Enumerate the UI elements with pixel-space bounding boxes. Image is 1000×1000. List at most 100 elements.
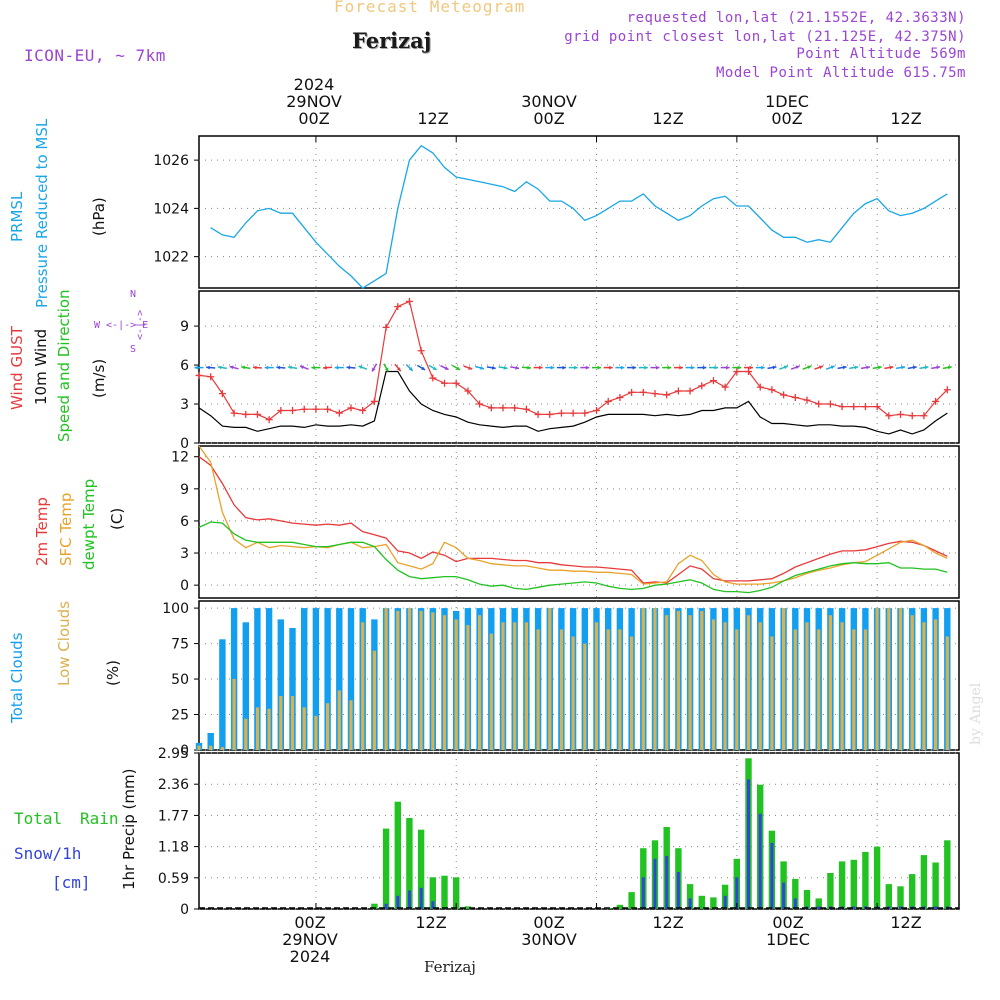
gust-marker <box>265 416 273 424</box>
wind-direction-arrowhead <box>241 365 246 370</box>
low-cloud-bar <box>700 610 704 750</box>
top-time-label-1: 12Z <box>417 109 449 128</box>
wind-direction-arrowhead <box>300 365 304 370</box>
low-cloud-bar <box>197 745 201 750</box>
wind-direction-arrowhead <box>456 366 461 370</box>
compass-s: S <box>130 344 137 355</box>
low-cloud-bar <box>746 615 751 750</box>
precip-rain-bar <box>758 813 762 909</box>
gust-marker <box>838 403 846 411</box>
gust-marker <box>780 391 788 399</box>
wind-direction-arrowhead <box>491 365 496 370</box>
gust-marker <box>546 410 554 418</box>
gust-marker <box>873 403 881 411</box>
wind-direction-arrowhead <box>550 365 555 370</box>
low-cloud-bar <box>220 747 224 750</box>
gust-marker <box>721 383 729 391</box>
low-cloud-bar <box>583 643 587 750</box>
low-cloud-bar <box>934 619 938 750</box>
gust-marker <box>593 407 601 415</box>
total-cloud-bar <box>324 608 331 750</box>
precip-total-bar <box>909 874 916 909</box>
wind-direction-arrowhead <box>714 365 718 370</box>
temperature-ytick-label: 0 <box>180 578 189 594</box>
gust-marker <box>698 382 706 390</box>
compass-we: W <-|-> E <box>94 320 149 331</box>
precip-total-bar <box>827 873 834 909</box>
requested-coordinates: requested lon,lat (21.1552E, 42.3633N) <box>626 10 966 26</box>
low-cloud-bar <box>442 615 447 750</box>
low-cloud-bar <box>478 615 482 750</box>
model-label: ICON-EU, ~ 7km <box>24 46 166 65</box>
gust-marker <box>616 394 624 402</box>
gust-marker <box>347 404 355 412</box>
gust-marker <box>277 407 285 415</box>
total-cloud-bar <box>254 608 261 750</box>
clouds-ytick-label: 75 <box>171 637 189 653</box>
precip-total-label: Total <box>14 809 63 828</box>
gust-marker <box>745 368 753 376</box>
precip-total-bar <box>453 877 460 909</box>
precip-total-bar <box>873 846 881 909</box>
low-cloud-bar <box>279 696 283 750</box>
gust-marker <box>803 396 811 404</box>
precip-ytick-label: 0.59 <box>158 871 189 887</box>
wind-direction-arrowhead <box>830 365 835 370</box>
top-time-label-3: 12Z <box>652 109 684 128</box>
gust-marker <box>300 405 308 413</box>
gust-marker <box>476 400 484 408</box>
low-cloud-bar <box>326 703 330 750</box>
precip-rain-bar <box>665 856 669 909</box>
gust-marker <box>464 387 472 395</box>
wind-direction-arrowhead <box>947 365 952 370</box>
total-cloud-bar <box>277 619 284 750</box>
precip-total-bar <box>417 829 425 909</box>
wind-direction-arrowhead <box>432 366 437 370</box>
wind-direction-arrowhead <box>877 365 882 370</box>
precip-cm-label: [cm] <box>52 873 91 892</box>
temperature-ytick-label: 6 <box>180 514 189 530</box>
compass-n: N <box>130 289 137 300</box>
gust-marker <box>920 412 928 420</box>
wind-direction-arrowhead <box>761 365 765 370</box>
wind-direction-arrowhead <box>901 365 905 370</box>
wind-direction-arrowhead <box>218 365 222 370</box>
gust-marker <box>686 387 694 395</box>
precip-rain-bar <box>431 901 435 909</box>
wind-direction-arrowhead <box>667 365 672 370</box>
precip-total-bar <box>698 895 705 909</box>
low-cloud-bar <box>676 610 680 750</box>
precip-total-bar <box>920 855 928 909</box>
precip-total-bar <box>394 801 401 909</box>
gust-marker <box>253 410 261 418</box>
low-cloud-bar <box>641 608 645 750</box>
wind-direction-arrowhead <box>288 365 292 370</box>
gust-marker <box>335 409 343 417</box>
low-cloud-bar <box>372 650 376 750</box>
gust-marker <box>768 386 776 394</box>
gust-marker <box>674 387 682 395</box>
precip-total-bar <box>838 861 846 909</box>
bottom-time-label-0: 00Z 29NOV 2024 <box>282 913 338 966</box>
sfc-temp-line <box>198 445 948 585</box>
gust-marker <box>791 394 799 402</box>
low-cloud-bar <box>302 707 306 750</box>
low-cloud-bar <box>536 629 540 750</box>
total-cloud-bar <box>265 608 273 750</box>
precip-rain-bar <box>641 877 645 909</box>
gust-marker <box>441 379 449 387</box>
low-cloud-bar <box>887 608 891 750</box>
low-cloud-bar <box>361 622 365 750</box>
low-cloud-bar <box>559 629 564 750</box>
precip-ytick-label: 0 <box>180 902 189 918</box>
gust-marker <box>429 374 437 382</box>
precip-rain-bar <box>419 887 423 909</box>
precip-total-bar <box>850 859 857 909</box>
bottom-time-label-2: 00Z 30NOV <box>521 913 577 949</box>
low-cloud-bar <box>828 615 832 750</box>
gust-marker <box>756 383 764 391</box>
low-cloud-bar <box>863 629 868 750</box>
wind-direction-arrowhead <box>819 365 823 370</box>
wind-ytick-label: 6 <box>180 358 189 374</box>
low-cloud-bar <box>922 622 926 750</box>
